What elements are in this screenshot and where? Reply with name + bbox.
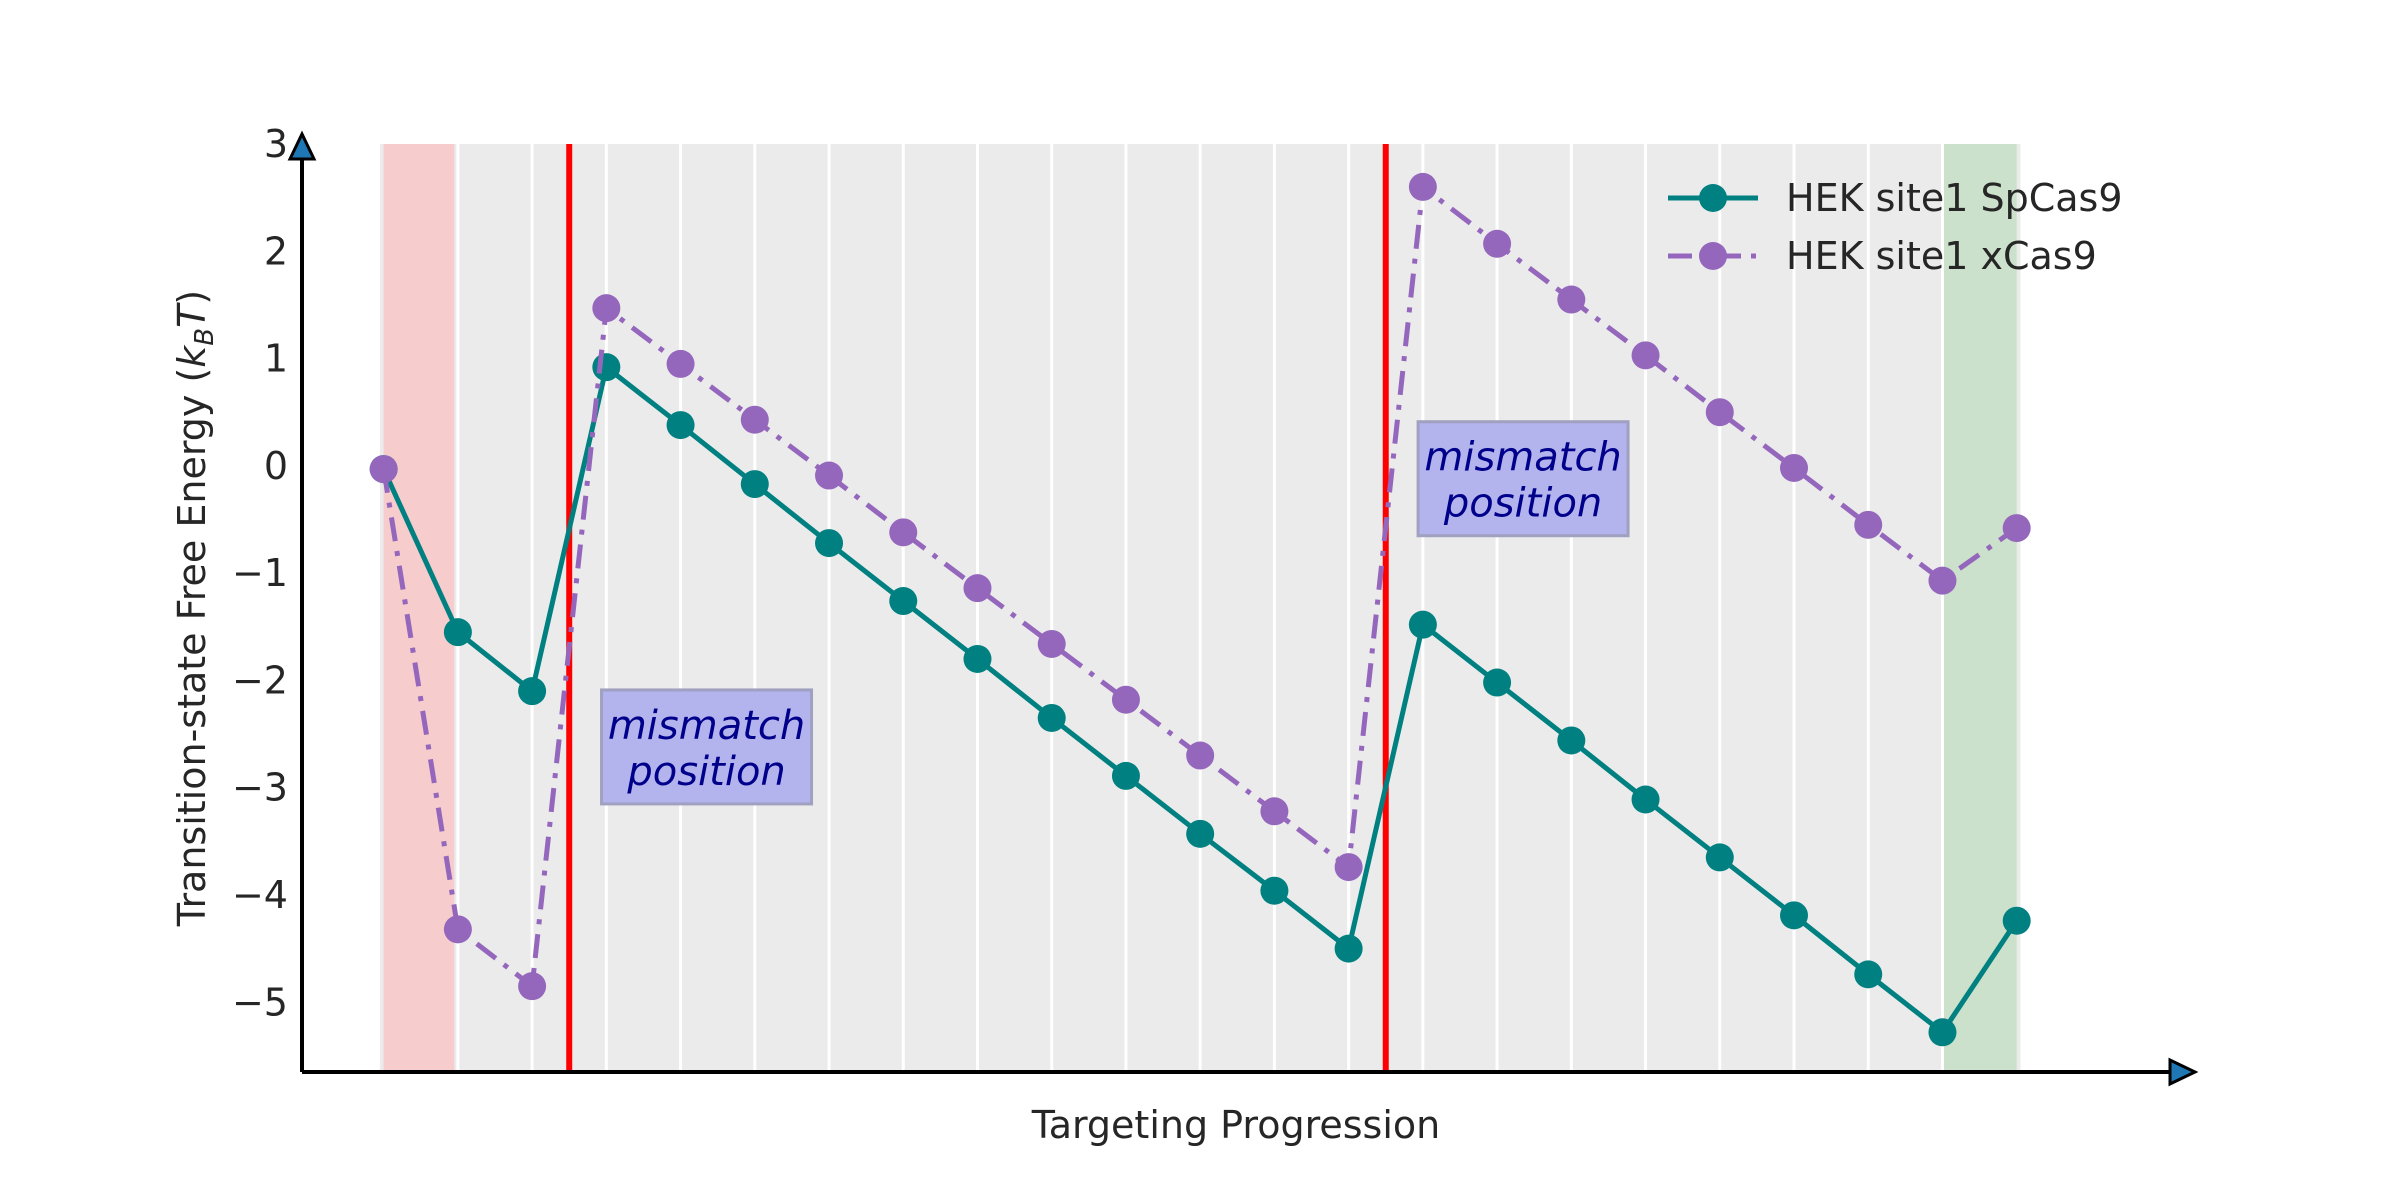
y-tick-label: 1 [264,337,288,381]
y-axis-title-k: k [170,344,214,368]
series-2-point [592,294,621,323]
series-1-point [1705,843,1734,872]
mismatch-annotation-box [1416,420,1630,538]
series-2-point [1705,398,1734,427]
series-1-point [592,353,621,382]
series-1-point [1037,703,1066,732]
start-shaded-region [383,144,455,1072]
legend-marker-1 [1699,184,1727,212]
series-1-point [1334,934,1363,963]
series-2-point [2002,514,2031,543]
mismatch-annotation-line2: position [1443,481,1602,527]
legend-marker-2 [1699,242,1727,270]
series-2-point [1408,172,1437,201]
y-tick-labels: 3 2 1 0 −1 −2 −3 −4 −5 [232,122,288,1024]
grid-lines [456,144,1944,1072]
series-2-point [369,455,398,484]
series-1-point [666,411,695,440]
y-tick-label: −5 [232,980,288,1024]
x-axis-arrow-icon [2168,1057,2199,1087]
y-axis-arrow-icon [287,130,317,161]
mismatch-annotation-line1: mismatch [1424,435,1621,481]
mismatch-lines [566,144,1389,1072]
series-2-point [1260,797,1289,826]
series-2-point [1334,853,1363,882]
series-1-point [815,529,844,558]
y-tick-label: 0 [264,444,288,488]
series-2-point [518,972,547,1001]
series-1-point [2002,906,2031,935]
series-1-point [443,618,472,647]
series-2-point [443,915,472,944]
series-1-point [1260,876,1289,905]
legend: HEK site1 SpCas9 HEK site1 xCas9 [1668,176,2123,278]
series-2-point [815,461,844,490]
series-1-point [963,644,992,673]
mismatch-annotation-box [600,688,814,806]
y-tick-label: 2 [264,229,288,273]
y-axis-title: Transition-state Free Energy (kBT) [170,290,220,927]
series-2-point [1854,510,1883,539]
series-2-point [1928,566,1957,595]
series-1-point [1111,761,1140,790]
series-1-point [1186,819,1215,848]
series-layer [369,172,2031,1047]
series-2-point [1483,229,1512,258]
legend-label-2: HEK site1 xCas9 [1786,234,2097,278]
legend-label-1: HEK site1 SpCas9 [1786,176,2123,220]
series-1-point [740,470,769,499]
y-axis-title-t: T [170,302,214,328]
series-1-point [1780,901,1809,930]
series-2-point [1186,741,1215,770]
series-2-point [1111,685,1140,714]
end-shaded-region [1942,144,2017,1072]
series-2-point [1037,629,1066,658]
series-2-point [889,518,918,547]
series-2-point [666,349,695,378]
series-1-point [1483,668,1512,697]
y-tick-label: −1 [232,551,288,595]
x-axis-title: Targeting Progression [1031,1103,1440,1147]
series-2-point [1780,453,1809,482]
series-1-point [1408,610,1437,639]
y-tick-label: −4 [232,873,288,917]
mismatch-annotation-line1: mismatch [608,703,805,749]
series-2-point [1557,285,1586,314]
y-axis-title-sub: B [190,328,220,346]
series-1-point [1557,726,1586,755]
series-1-point [1631,785,1660,814]
y-tick-label: −3 [232,766,288,810]
series-2-point [963,574,992,603]
series-1-point [889,587,918,616]
mismatch-annotation-line2: position [626,749,785,795]
y-tick-label: −2 [232,658,288,702]
series-2-point [1631,341,1660,370]
y-axis-title-close: ) [170,290,214,305]
series-1-point [1854,960,1883,989]
y-tick-label: 3 [264,122,288,166]
series-1-point [518,677,547,706]
axes [287,130,2199,1087]
series-1-point [1928,1018,1957,1047]
y-axis-title-main: Transition-state Free Energy ( [170,368,214,927]
series-2-point [740,405,769,434]
